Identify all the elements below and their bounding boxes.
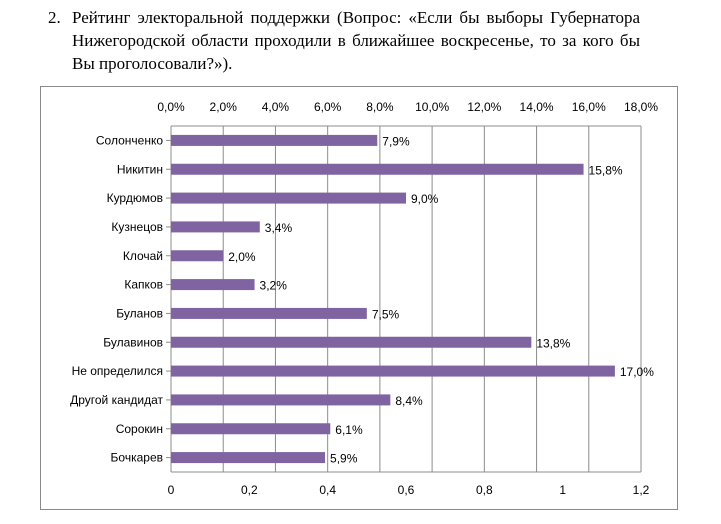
- bar: [171, 163, 584, 175]
- category-label: Солонченко: [96, 133, 163, 147]
- top-axis-tick-label: 6,0%: [314, 100, 342, 114]
- category-label: Никитин: [117, 162, 163, 176]
- category-label: Кузнецов: [111, 220, 163, 234]
- bar: [171, 279, 255, 291]
- top-axis-tick-label: 12,0%: [467, 100, 501, 114]
- data-label: 15,8%: [589, 163, 623, 177]
- bar: [171, 336, 532, 348]
- data-label: 3,4%: [265, 221, 293, 235]
- category-label: Бочкарев: [111, 451, 163, 465]
- data-label: 13,8%: [536, 336, 570, 350]
- bar: [171, 365, 615, 377]
- top-axis-tick-label: 14,0%: [520, 100, 554, 114]
- bar: [171, 250, 224, 262]
- top-axis-tick-label: 10,0%: [415, 100, 449, 114]
- bottom-axis-tick-label: 1: [559, 483, 566, 497]
- question-heading: 2. Рейтинг электоральной поддержки (Вопр…: [48, 6, 640, 75]
- category-label: Булавинов: [103, 335, 163, 349]
- bar: [171, 452, 326, 464]
- bottom-axis-tick-label: 0,6: [398, 483, 415, 497]
- data-label: 8,4%: [395, 394, 423, 408]
- bar: [171, 423, 331, 435]
- question-text: Рейтинг электоральной поддержки (Вопрос:…: [72, 8, 640, 73]
- bar: [171, 221, 260, 233]
- top-axis-tick-label: 0,0%: [157, 100, 185, 114]
- question-number: 2.: [48, 8, 61, 27]
- category-label: Клочай: [123, 249, 163, 263]
- data-label: 6,1%: [335, 423, 363, 437]
- bar: [171, 394, 391, 406]
- chart-frame: [40, 86, 678, 510]
- category-label: Другой кандидат: [70, 393, 163, 407]
- data-label: 7,9%: [382, 134, 410, 148]
- data-label: 3,2%: [260, 279, 288, 293]
- bottom-axis-tick-label: 0,8: [476, 483, 493, 497]
- category-label: Не определился: [72, 364, 163, 378]
- data-label: 2,0%: [228, 250, 256, 264]
- bottom-axis-tick-label: 0: [168, 483, 175, 497]
- data-label: 17,0%: [620, 365, 654, 379]
- category-label: Сорокин: [116, 422, 163, 436]
- top-axis-tick-label: 18,0%: [624, 100, 658, 114]
- top-axis-tick-label: 2,0%: [210, 100, 238, 114]
- top-axis-tick-label: 16,0%: [572, 100, 606, 114]
- bottom-axis-tick-label: 0,4: [319, 483, 336, 497]
- category-label: Курдюмов: [107, 191, 163, 205]
- data-label: 5,9%: [330, 452, 358, 466]
- bottom-axis-tick-label: 0,2: [241, 483, 258, 497]
- top-axis-tick-label: 8,0%: [366, 100, 394, 114]
- bottom-axis-tick-label: 1,2: [633, 483, 650, 497]
- bar: [171, 192, 406, 204]
- bar: [171, 307, 367, 319]
- data-label: 7,5%: [372, 307, 400, 321]
- category-label: Капков: [124, 278, 163, 292]
- top-axis-tick-label: 4,0%: [262, 100, 290, 114]
- bar: [171, 134, 378, 146]
- category-label: Буланов: [116, 306, 163, 320]
- data-label: 9,0%: [411, 192, 439, 206]
